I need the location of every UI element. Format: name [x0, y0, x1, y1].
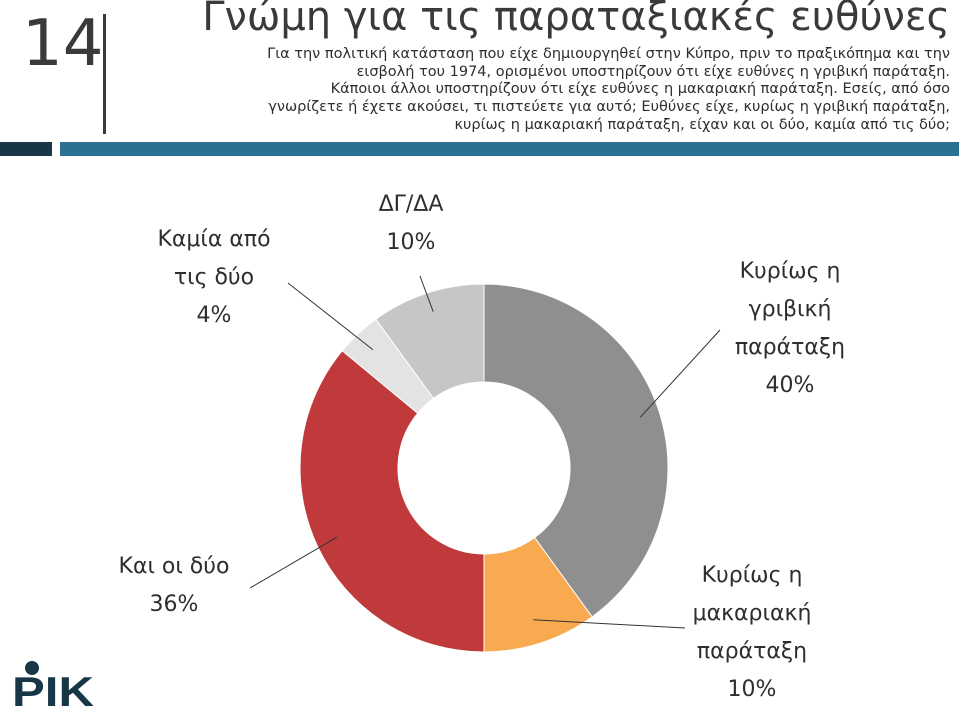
data-value-makariaki: 10% — [728, 677, 777, 702]
callout-line-makariaki — [533, 619, 686, 629]
survey-question: Για την πολιτική κατάσταση που είχε δημι… — [118, 46, 950, 134]
category-label-kamia: Καμία από — [157, 227, 270, 252]
data-value-kai-oi-dyo: 36% — [150, 592, 199, 617]
question-line: Για την πολιτική κατάσταση που είχε δημι… — [267, 46, 950, 62]
donut-slice-kai-oi-dyo — [299, 350, 485, 653]
question-line: εισβολή του 1974, ορισμένοι υποστηρίζουν… — [356, 63, 950, 80]
header-rule-dark — [0, 142, 52, 156]
slide-number: 14 — [22, 7, 104, 81]
data-label-gribiki: Κυρίως η γριβική παράταξη 40% — [735, 259, 845, 398]
category-label-makariaki: Κυρίως η — [702, 563, 803, 588]
data-value-dg-da: 10% — [387, 230, 436, 255]
category-label-gribiki: παράταξη — [735, 335, 845, 360]
rik-logo: ΡΙΚ — [12, 661, 94, 709]
header-rule-blue — [60, 142, 959, 156]
question-line: κυρίως η μακαριακή παράταξη, είχαν και ο… — [454, 116, 950, 133]
data-label-makariaki: Κυρίως η μακαριακή παράταξη 10% — [693, 563, 812, 702]
callout-line-kamia — [287, 282, 374, 350]
logo-dot — [25, 661, 39, 675]
data-label-kamia: Καμία από τις δύο 4% — [157, 227, 270, 328]
slide-title: Γνώμη για τις παραταξιακές ευθύνες — [202, 0, 950, 40]
donut-slice-dg-da — [375, 283, 485, 400]
donut-slice-gribiki — [483, 283, 669, 618]
question-line: γνωρίζετε ή έχετε ακούσει, τι πιστεύετε … — [268, 99, 950, 116]
data-value-gribiki: 40% — [766, 373, 815, 398]
category-label-makariaki: μακαριακή — [693, 601, 812, 626]
category-label-kamia: τις δύο — [174, 265, 254, 290]
slide-number-divider — [103, 14, 106, 134]
data-value-kamia: 4% — [197, 303, 232, 328]
category-label-gribiki: γριβική — [749, 297, 832, 322]
category-label-gribiki: Κυρίως η — [740, 259, 841, 284]
data-label-dg-da: ΔΓ/ΔΑ 10% — [379, 192, 444, 255]
category-label-dg-da: ΔΓ/ΔΑ — [379, 192, 444, 217]
callout-line-gribiki — [639, 329, 721, 418]
category-label-makariaki: παράταξη — [697, 639, 807, 664]
logo-text: ΡΙΚ — [12, 668, 94, 709]
callout-line-kai-oi-dyo — [249, 536, 338, 589]
callout-line-dg-da — [419, 275, 434, 312]
category-label-kai-oi-dyo: Και οι δύο — [119, 554, 230, 579]
question-line: Κάποιοι άλλοι υποστηρίζουν ότι είχε ευθύ… — [330, 81, 950, 98]
data-label-kai-oi-dyo: Και οι δύο 36% — [119, 554, 230, 617]
